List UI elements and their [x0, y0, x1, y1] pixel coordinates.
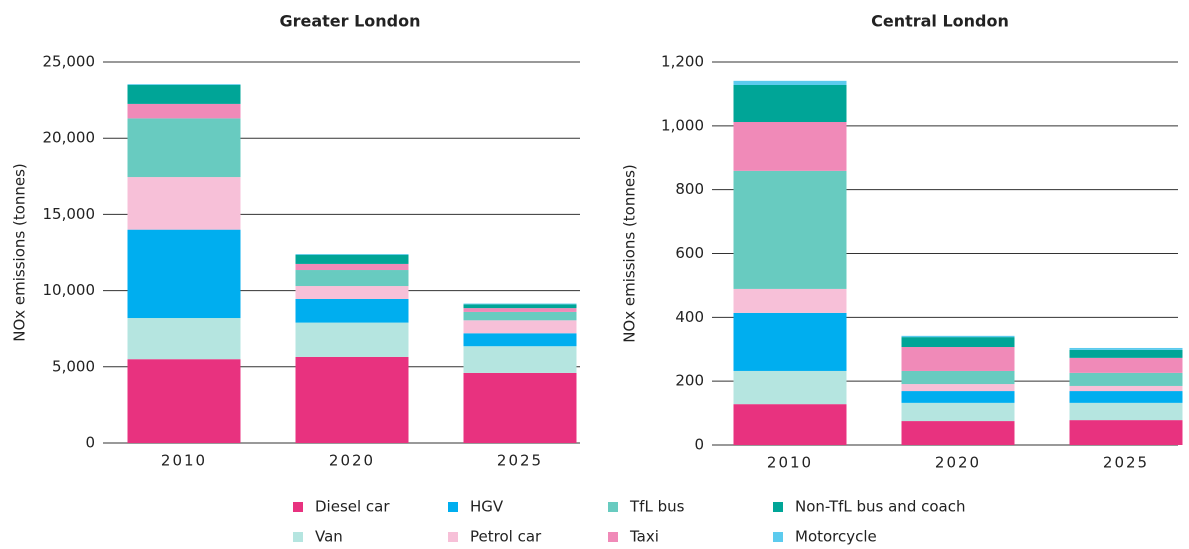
chart-title: Central London: [871, 12, 1009, 31]
legend-swatch: [608, 532, 618, 542]
x-tick-label: 2020: [329, 452, 375, 470]
bar-segment: [295, 356, 409, 443]
y-tick-label: 400: [675, 308, 704, 326]
bar-segment: [1069, 402, 1183, 421]
bar-segment: [901, 384, 1015, 392]
bar-segment: [733, 370, 847, 405]
bar-segment: [127, 318, 241, 360]
y-tick-label: 600: [675, 244, 704, 262]
y-tick-label: 0: [694, 436, 704, 454]
bar-segment: [463, 320, 577, 334]
legend-label: TfL bus: [629, 498, 685, 516]
y-tick-label: 10,000: [43, 281, 96, 299]
legend-swatch: [448, 532, 458, 542]
bar-segment: [733, 170, 847, 289]
bar-segment: [127, 359, 241, 443]
bar-segment: [127, 84, 241, 104]
bar-segment: [901, 347, 1015, 371]
bar-segment: [1069, 357, 1183, 373]
bar-segment: [1069, 347, 1183, 350]
bar-segment: [295, 254, 409, 264]
bar-segment: [295, 270, 409, 287]
legend-label: Petrol car: [470, 528, 542, 546]
y-tick-label: 15,000: [43, 205, 96, 223]
x-tick-label: 2010: [161, 452, 207, 470]
bar-segment: [463, 303, 577, 305]
bar-segment: [127, 229, 241, 319]
legend-label: Van: [315, 528, 343, 546]
bar-segment: [295, 254, 409, 255]
bar-segment: [733, 84, 847, 123]
legend-swatch: [608, 502, 618, 512]
bar-segment: [901, 402, 1015, 422]
bar-segment: [463, 333, 577, 347]
bar-segment: [127, 84, 241, 85]
bar-segment: [463, 372, 577, 443]
legend-swatch: [448, 502, 458, 512]
bar-segment: [733, 312, 847, 371]
y-tick-label: 20,000: [43, 129, 96, 147]
bar-segment: [127, 177, 241, 230]
bar-segment: [295, 322, 409, 357]
legend-label: Motorcycle: [795, 528, 877, 546]
bar-segment: [463, 304, 577, 309]
y-tick-label: 200: [675, 372, 704, 390]
y-tick-label: 1,000: [661, 116, 704, 134]
bar-segment: [901, 337, 1015, 348]
legend-label: Taxi: [629, 528, 659, 546]
x-tick-label: 2025: [1103, 454, 1149, 472]
y-tick-label: 1,200: [661, 53, 704, 71]
bar-segment: [733, 404, 847, 445]
bar-segment: [463, 311, 577, 321]
bar-segment: [733, 288, 847, 313]
y-tick-label: 5,000: [52, 357, 95, 375]
bar-segment: [463, 308, 577, 312]
x-tick-label: 2010: [767, 454, 813, 472]
bar-segment: [295, 286, 409, 299]
chart-title: Greater London: [279, 12, 420, 31]
y-tick-label: 25,000: [43, 53, 96, 71]
legend-label: Non-TfL bus and coach: [795, 498, 965, 516]
x-tick-label: 2025: [497, 452, 543, 470]
bar-segment: [463, 346, 577, 373]
legend-swatch: [293, 502, 303, 512]
y-axis-label: NOx emissions (tonnes): [621, 164, 639, 343]
y-tick-label: 800: [675, 180, 704, 198]
bar-segment: [901, 421, 1015, 445]
legend-swatch: [773, 502, 783, 512]
legend-label: HGV: [470, 498, 504, 516]
legend-swatch: [773, 532, 783, 542]
y-axis-label: NOx emissions (tonnes): [11, 163, 29, 342]
bar-segment: [1069, 385, 1183, 392]
bar-segment: [295, 263, 409, 271]
bar-segment: [901, 391, 1015, 403]
bar-segment: [127, 118, 241, 178]
bar-segment: [1069, 372, 1183, 386]
bar-segment: [295, 298, 409, 323]
bar-segment: [901, 335, 1015, 338]
legend-label: Diesel car: [315, 498, 390, 516]
bar-segment: [127, 103, 241, 119]
bar-segment: [1069, 391, 1183, 403]
bar-segment: [1069, 349, 1183, 358]
bar-segment: [901, 370, 1015, 385]
legend-swatch: [293, 532, 303, 542]
x-tick-label: 2020: [935, 454, 981, 472]
bar-segment: [733, 80, 847, 85]
y-tick-label: 0: [85, 434, 95, 452]
bar-segment: [733, 122, 847, 171]
bar-segment: [1069, 420, 1183, 445]
